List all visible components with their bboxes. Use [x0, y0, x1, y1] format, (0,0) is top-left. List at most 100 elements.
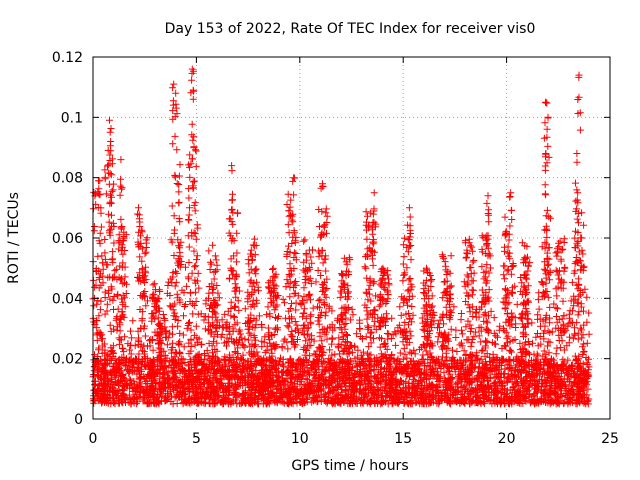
data-point	[325, 355, 333, 363]
data-point	[367, 377, 375, 385]
data-point	[566, 307, 574, 315]
data-point	[387, 388, 395, 396]
data-point	[313, 392, 321, 400]
data-point	[149, 281, 157, 289]
data-point	[135, 277, 143, 285]
data-point	[239, 342, 247, 350]
data-point	[309, 382, 317, 390]
data-point	[424, 361, 432, 369]
data-point	[231, 302, 239, 310]
data-point	[146, 388, 154, 396]
data-point	[213, 339, 221, 347]
data-point	[280, 381, 288, 389]
data-point	[273, 399, 281, 407]
data-point	[500, 324, 507, 332]
data-point	[114, 305, 122, 313]
data-point	[556, 393, 564, 401]
data-point	[97, 390, 105, 398]
data-point	[526, 383, 533, 391]
data-point	[499, 382, 507, 390]
data-point	[364, 372, 372, 380]
data-point	[185, 362, 192, 370]
data-point	[96, 191, 104, 199]
data-point	[519, 358, 527, 366]
data-point	[195, 284, 203, 292]
data-point	[486, 353, 494, 361]
data-point	[427, 366, 435, 373]
data-point	[264, 324, 272, 332]
data-point	[154, 354, 162, 362]
data-point	[257, 321, 265, 328]
data-point	[110, 388, 118, 396]
data-point	[416, 345, 424, 353]
data-point	[220, 393, 228, 401]
data-point	[175, 379, 183, 387]
data-point	[334, 368, 342, 376]
data-point	[154, 365, 162, 373]
data-point	[119, 250, 127, 258]
data-point	[402, 369, 410, 377]
data-point	[377, 400, 385, 408]
data-point	[320, 368, 328, 376]
data-point	[455, 372, 462, 380]
data-point	[289, 360, 297, 368]
data-point	[240, 398, 248, 406]
data-point	[238, 341, 246, 349]
data-point	[548, 398, 556, 406]
data-point	[228, 237, 236, 245]
data-point	[186, 298, 194, 305]
data-point	[277, 354, 284, 362]
data-point	[208, 313, 216, 321]
data-point	[460, 347, 468, 355]
data-point	[370, 390, 378, 398]
data-point	[194, 269, 202, 277]
data-point	[287, 378, 295, 386]
data-point	[468, 364, 476, 372]
data-point	[418, 314, 426, 322]
data-point	[385, 367, 393, 375]
data-point	[189, 310, 197, 318]
data-point	[153, 332, 161, 340]
data-point	[146, 363, 154, 371]
data-point	[305, 380, 313, 388]
data-point	[150, 360, 158, 368]
data-point	[453, 388, 461, 396]
data-point	[93, 388, 101, 395]
data-point	[428, 391, 436, 399]
data-point	[527, 399, 535, 407]
data-point	[92, 317, 100, 325]
chart-title: Day 153 of 2022, Rate Of TEC Index for r…	[165, 21, 536, 37]
data-point	[157, 386, 165, 394]
data-point	[278, 398, 286, 406]
data-point	[156, 325, 164, 333]
data-point	[335, 334, 343, 342]
data-point	[192, 147, 200, 155]
data-point	[432, 364, 440, 372]
data-point	[202, 300, 210, 308]
data-point	[363, 399, 371, 407]
data-point	[134, 384, 142, 392]
data-point	[485, 297, 493, 305]
data-point	[190, 201, 198, 209]
data-point	[151, 302, 159, 310]
data-point	[276, 383, 284, 391]
data-point	[210, 337, 217, 345]
data-point	[176, 377, 184, 385]
data-point	[567, 297, 575, 305]
data-point	[367, 297, 375, 305]
data-point	[414, 366, 422, 374]
data-point	[129, 364, 137, 372]
data-point	[109, 363, 117, 371]
data-point	[241, 335, 249, 343]
data-point	[378, 371, 386, 379]
data-point	[103, 399, 111, 407]
data-point	[197, 369, 205, 377]
data-point	[574, 385, 582, 393]
data-point	[98, 375, 105, 383]
data-point	[253, 278, 261, 286]
data-point	[562, 392, 570, 399]
data-point	[477, 338, 485, 346]
data-point	[155, 286, 163, 294]
data-point	[127, 327, 134, 335]
data-point	[390, 356, 398, 364]
